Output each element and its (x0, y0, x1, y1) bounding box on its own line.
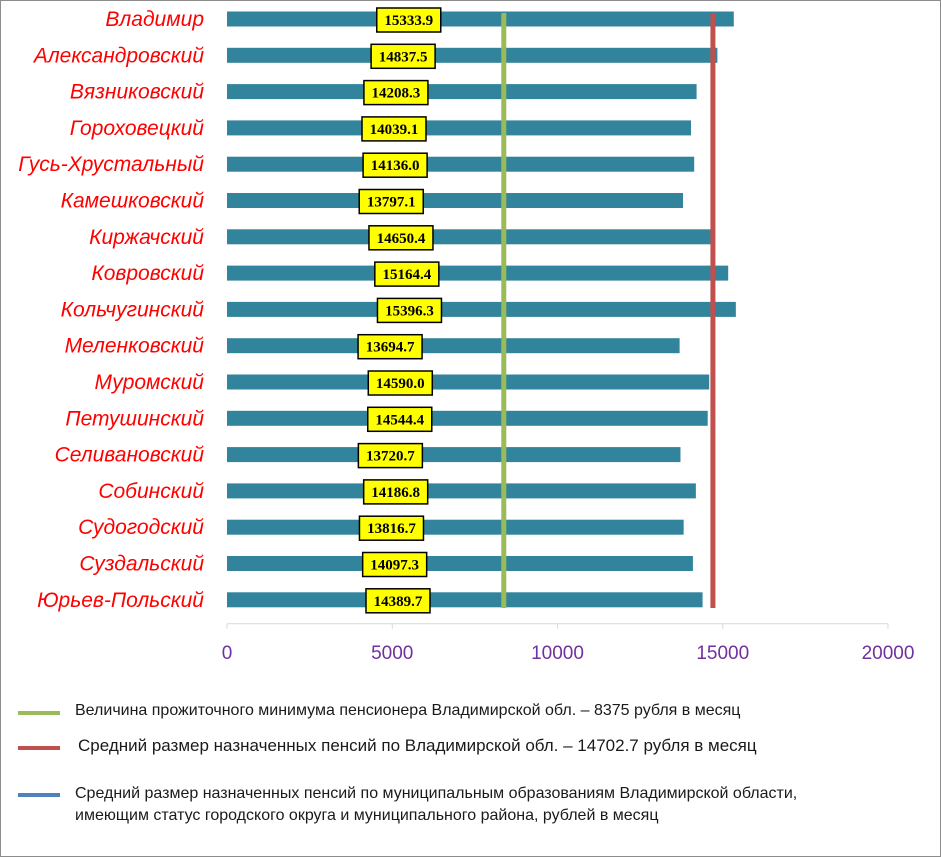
bar (227, 338, 680, 354)
category-label: Муромский (94, 371, 204, 394)
x-tick-label: 10000 (531, 643, 584, 664)
category-label: Селивановский (55, 444, 205, 467)
bar (227, 193, 683, 208)
data-label-box (374, 261, 440, 287)
bar (227, 483, 696, 499)
bar (227, 447, 681, 463)
data-label: 14136.0 (371, 158, 420, 174)
data-label-box (358, 188, 424, 215)
legend-text-subsistence-minimum: Величина прожиточного минимума пенсионер… (75, 702, 741, 719)
data-label: 13720.7 (366, 449, 415, 465)
category-label: Юрьев-Польский (37, 589, 204, 612)
data-label-box (357, 333, 423, 360)
bar (227, 47, 718, 63)
data-label: 14837.5 (379, 49, 428, 65)
bar (227, 229, 712, 245)
category-label: Собинский (98, 480, 204, 503)
bar (227, 11, 734, 27)
data-label: 14650.4 (377, 231, 426, 247)
x-tick-label: 0 (222, 643, 233, 664)
data-label-box (362, 152, 428, 178)
x-tick-label: 5000 (371, 643, 413, 664)
bar (227, 519, 684, 535)
data-label-box (357, 442, 424, 469)
data-label: 14208.3 (372, 86, 421, 102)
legend-item-subsistence-minimum: Величина прожиточного минимума пенсионер… (0, 700, 941, 724)
bar (227, 410, 708, 426)
data-label-box (363, 79, 429, 106)
x-tick-label: 15000 (696, 643, 749, 664)
data-label-box (367, 406, 433, 433)
category-label: Меленковский (65, 335, 205, 358)
data-label: 15333.9 (384, 13, 433, 29)
category-label: Камешковский (61, 190, 205, 213)
data-label-box (370, 43, 436, 70)
data-label: 13797.1 (367, 195, 416, 211)
data-label: 14039.1 (370, 122, 419, 138)
category-label: Владимир (105, 8, 204, 31)
legend-text-municipal-average: Средний размер назначенных пенсий по мун… (75, 785, 798, 824)
category-label: Петушинский (65, 407, 204, 430)
legend-item-municipal-average: Средний размер назначенных пенсий по мун… (0, 782, 941, 826)
category-label: Киржачский (89, 226, 204, 249)
legend: Величина прожиточного минимума пенсионер… (0, 690, 941, 855)
category-label: Ковровский (91, 262, 204, 285)
data-label: 14186.8 (371, 485, 420, 501)
bar (227, 265, 729, 281)
category-label: Судогодский (78, 516, 204, 539)
data-label: 13816.7 (367, 521, 416, 537)
data-label: 14544.4 (375, 412, 424, 428)
data-label: 14389.7 (374, 594, 423, 610)
data-label-box (365, 588, 431, 614)
category-label: Александровский (32, 44, 205, 67)
bar (227, 301, 736, 317)
category-label: Гусь-Хрустальный (18, 153, 204, 176)
bar (227, 84, 697, 100)
bar-chart: Владимир Александровский Вязниковский Горох… (18, 7, 915, 664)
data-label: 15396.3 (385, 303, 434, 319)
legend-swatch-red (18, 746, 60, 750)
bar (227, 156, 695, 172)
bar (227, 374, 710, 390)
data-label-box (376, 7, 442, 33)
bar (227, 120, 691, 136)
category-label: Гороховецкий (70, 117, 205, 140)
x-tick-label: 20000 (862, 643, 915, 664)
category-label: Вязниковский (70, 81, 204, 104)
data-label: 13694.7 (366, 340, 415, 356)
data-label-box (376, 297, 443, 324)
legend-item-region-average: Средний размер назначенных пенсий по Вла… (0, 735, 941, 761)
data-label-box (362, 479, 429, 505)
data-label: 14097.3 (370, 558, 419, 574)
category-label: Кольчугинский (61, 298, 205, 321)
data-label: 15164.4 (382, 267, 431, 283)
data-label-box (361, 551, 428, 578)
data-label: 14590.0 (376, 376, 425, 392)
data-label-box (361, 116, 427, 142)
data-label-box (367, 370, 434, 396)
category-label: Суздальский (79, 553, 204, 576)
bar (227, 556, 693, 571)
data-label-box (368, 225, 434, 251)
bar (227, 592, 703, 608)
legend-swatch-blue (18, 793, 60, 797)
data-label-box (358, 515, 425, 541)
legend-text-region-average: Средний размер назначенных пенсий по Вла… (78, 736, 757, 755)
legend-swatch-green (18, 711, 60, 715)
